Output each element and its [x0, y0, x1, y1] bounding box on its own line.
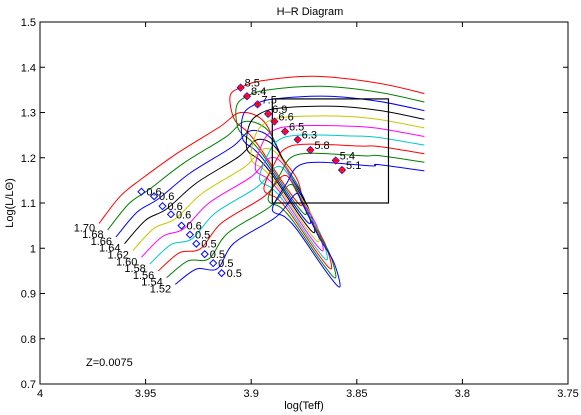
- series-line-1-52: [174, 161, 425, 288]
- series-line-1-66: [115, 95, 425, 238]
- y-tick-label: 0.8: [21, 334, 36, 346]
- chart-title: H–R Diagram: [277, 6, 344, 18]
- y-tick-label: 0.7: [21, 379, 36, 391]
- mass-label: 1.60: [116, 256, 137, 268]
- end-marker-label: 5.1: [346, 160, 361, 172]
- y-tick-label: 1.5: [21, 17, 36, 29]
- start-marker: [209, 259, 218, 268]
- end-marker-label: 7.5: [262, 94, 277, 106]
- series-line-1-56: [157, 143, 425, 272]
- end-marker-label: 8.4: [251, 86, 266, 98]
- end-marker-star: [237, 84, 244, 91]
- y-axis-label: Log(L/LΘ): [4, 178, 16, 228]
- series-line-1-64: [124, 105, 425, 245]
- end-marker-diamond: [293, 135, 302, 144]
- end-marker-label: 6.9: [272, 104, 287, 116]
- end-marker-star: [243, 93, 251, 100]
- end-marker-label: 8.5: [245, 78, 260, 90]
- end-marker-star: [307, 146, 314, 154]
- mass-label: 1.64: [99, 243, 120, 255]
- x-tick-label: 4: [37, 388, 43, 400]
- y-tick-label: 1.1: [21, 198, 36, 210]
- series-line-1-68: [107, 85, 425, 231]
- mass-label: 1.70: [74, 222, 95, 234]
- y-tick-label: 1: [30, 243, 36, 255]
- start-marker-label: 0.5: [195, 230, 210, 242]
- start-marker: [192, 239, 201, 248]
- end-marker-diamond: [337, 165, 347, 175]
- end-marker-star: [254, 101, 261, 108]
- end-marker-star: [281, 128, 289, 135]
- start-marker: [166, 210, 176, 219]
- start-marker-label: 0.6: [176, 209, 191, 221]
- series-line-1-62: [132, 115, 425, 251]
- start-marker-label: 0.6: [159, 191, 174, 203]
- start-marker: [158, 202, 167, 211]
- series-line-1-58: [149, 134, 425, 265]
- end-marker-label: 5.8: [314, 140, 329, 152]
- mass-label: 1.62: [108, 250, 129, 262]
- end-marker-star: [294, 136, 301, 143]
- y-tick-label: 1.2: [21, 153, 36, 165]
- start-marker-label: 0.6: [187, 221, 202, 233]
- start-marker: [185, 230, 195, 239]
- start-marker-label: 0.5: [227, 268, 242, 280]
- instability-box: [271, 98, 390, 204]
- start-marker-label: 0.5: [201, 239, 216, 251]
- start-marker: [137, 187, 146, 196]
- x-tick-label: 3.8: [455, 388, 470, 400]
- end-marker-diamond: [270, 117, 279, 126]
- end-marker-diamond: [331, 156, 340, 165]
- end-marker-diamond: [306, 145, 315, 155]
- start-marker: [217, 269, 226, 278]
- mass-label: 1.54: [141, 277, 162, 289]
- x-axis-label: log(Teff): [284, 400, 324, 412]
- end-marker-star: [338, 166, 346, 174]
- end-marker-star: [264, 110, 272, 118]
- series-line-1-60: [141, 125, 425, 258]
- x-tick-label: 3.85: [346, 388, 367, 400]
- end-marker-star: [271, 118, 278, 125]
- end-marker-star: [332, 157, 339, 164]
- x-tick-label: 3.9: [244, 388, 259, 400]
- axes: 4 3.95 3.9 3.85 3.8 3.75 0.7 0.8 0.9 1 1.1 1.2 1.3 1.…: [21, 17, 579, 400]
- end-marker-diamond: [242, 92, 252, 101]
- mass-label: 1.68: [82, 229, 103, 241]
- mass-label: 1.58: [124, 263, 145, 275]
- start-marker-label: 0.5: [210, 249, 225, 261]
- end-marker-label: 6.6: [278, 112, 293, 124]
- x-tick-label: 3.95: [135, 388, 156, 400]
- metallicity-annotation: Z=0.0075: [86, 357, 133, 369]
- end-marker-diamond: [280, 127, 290, 136]
- start-marker-label: 0.6: [167, 201, 182, 213]
- start-marker: [177, 221, 186, 230]
- y-tick-label: 1.4: [21, 62, 36, 74]
- end-marker-label: 5.4: [340, 150, 355, 162]
- y-tick-label: 1.3: [21, 108, 36, 120]
- end-marker-label: 6.5: [289, 122, 304, 134]
- mass-label: 1.52: [150, 283, 171, 295]
- end-marker-diamond: [253, 100, 262, 109]
- start-marker: [200, 250, 209, 259]
- plot-area: 1.701.681.661.641.621.601.581.561.541.52…: [74, 75, 425, 295]
- x-tick-label: 3.75: [557, 388, 578, 400]
- start-marker: [149, 192, 159, 201]
- end-marker-diamond: [236, 83, 245, 92]
- mass-label: 1.66: [91, 236, 112, 248]
- y-tick-label: 0.9: [21, 289, 36, 301]
- end-marker-label: 6.3: [302, 130, 317, 142]
- mass-label: 1.56: [133, 270, 154, 282]
- end-marker-diamond: [263, 109, 273, 118]
- start-marker-label: 0.5: [218, 258, 233, 270]
